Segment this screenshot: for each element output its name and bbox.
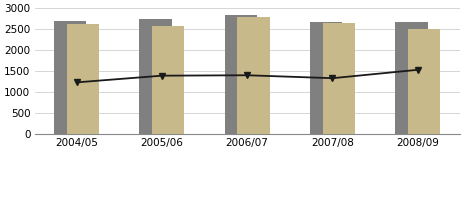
Bar [67,24,99,134]
Bar [395,22,428,134]
Bar [54,21,86,134]
Bar [237,17,270,134]
Bar [310,22,342,134]
Legend: New cases, Disposals, Cases on hand at the end of the year: New cases, Disposals, Cases on hand at t… [57,195,437,197]
Bar [408,29,440,134]
Bar [152,26,185,134]
Bar [225,15,257,134]
Bar [323,23,355,134]
Bar [139,19,171,134]
